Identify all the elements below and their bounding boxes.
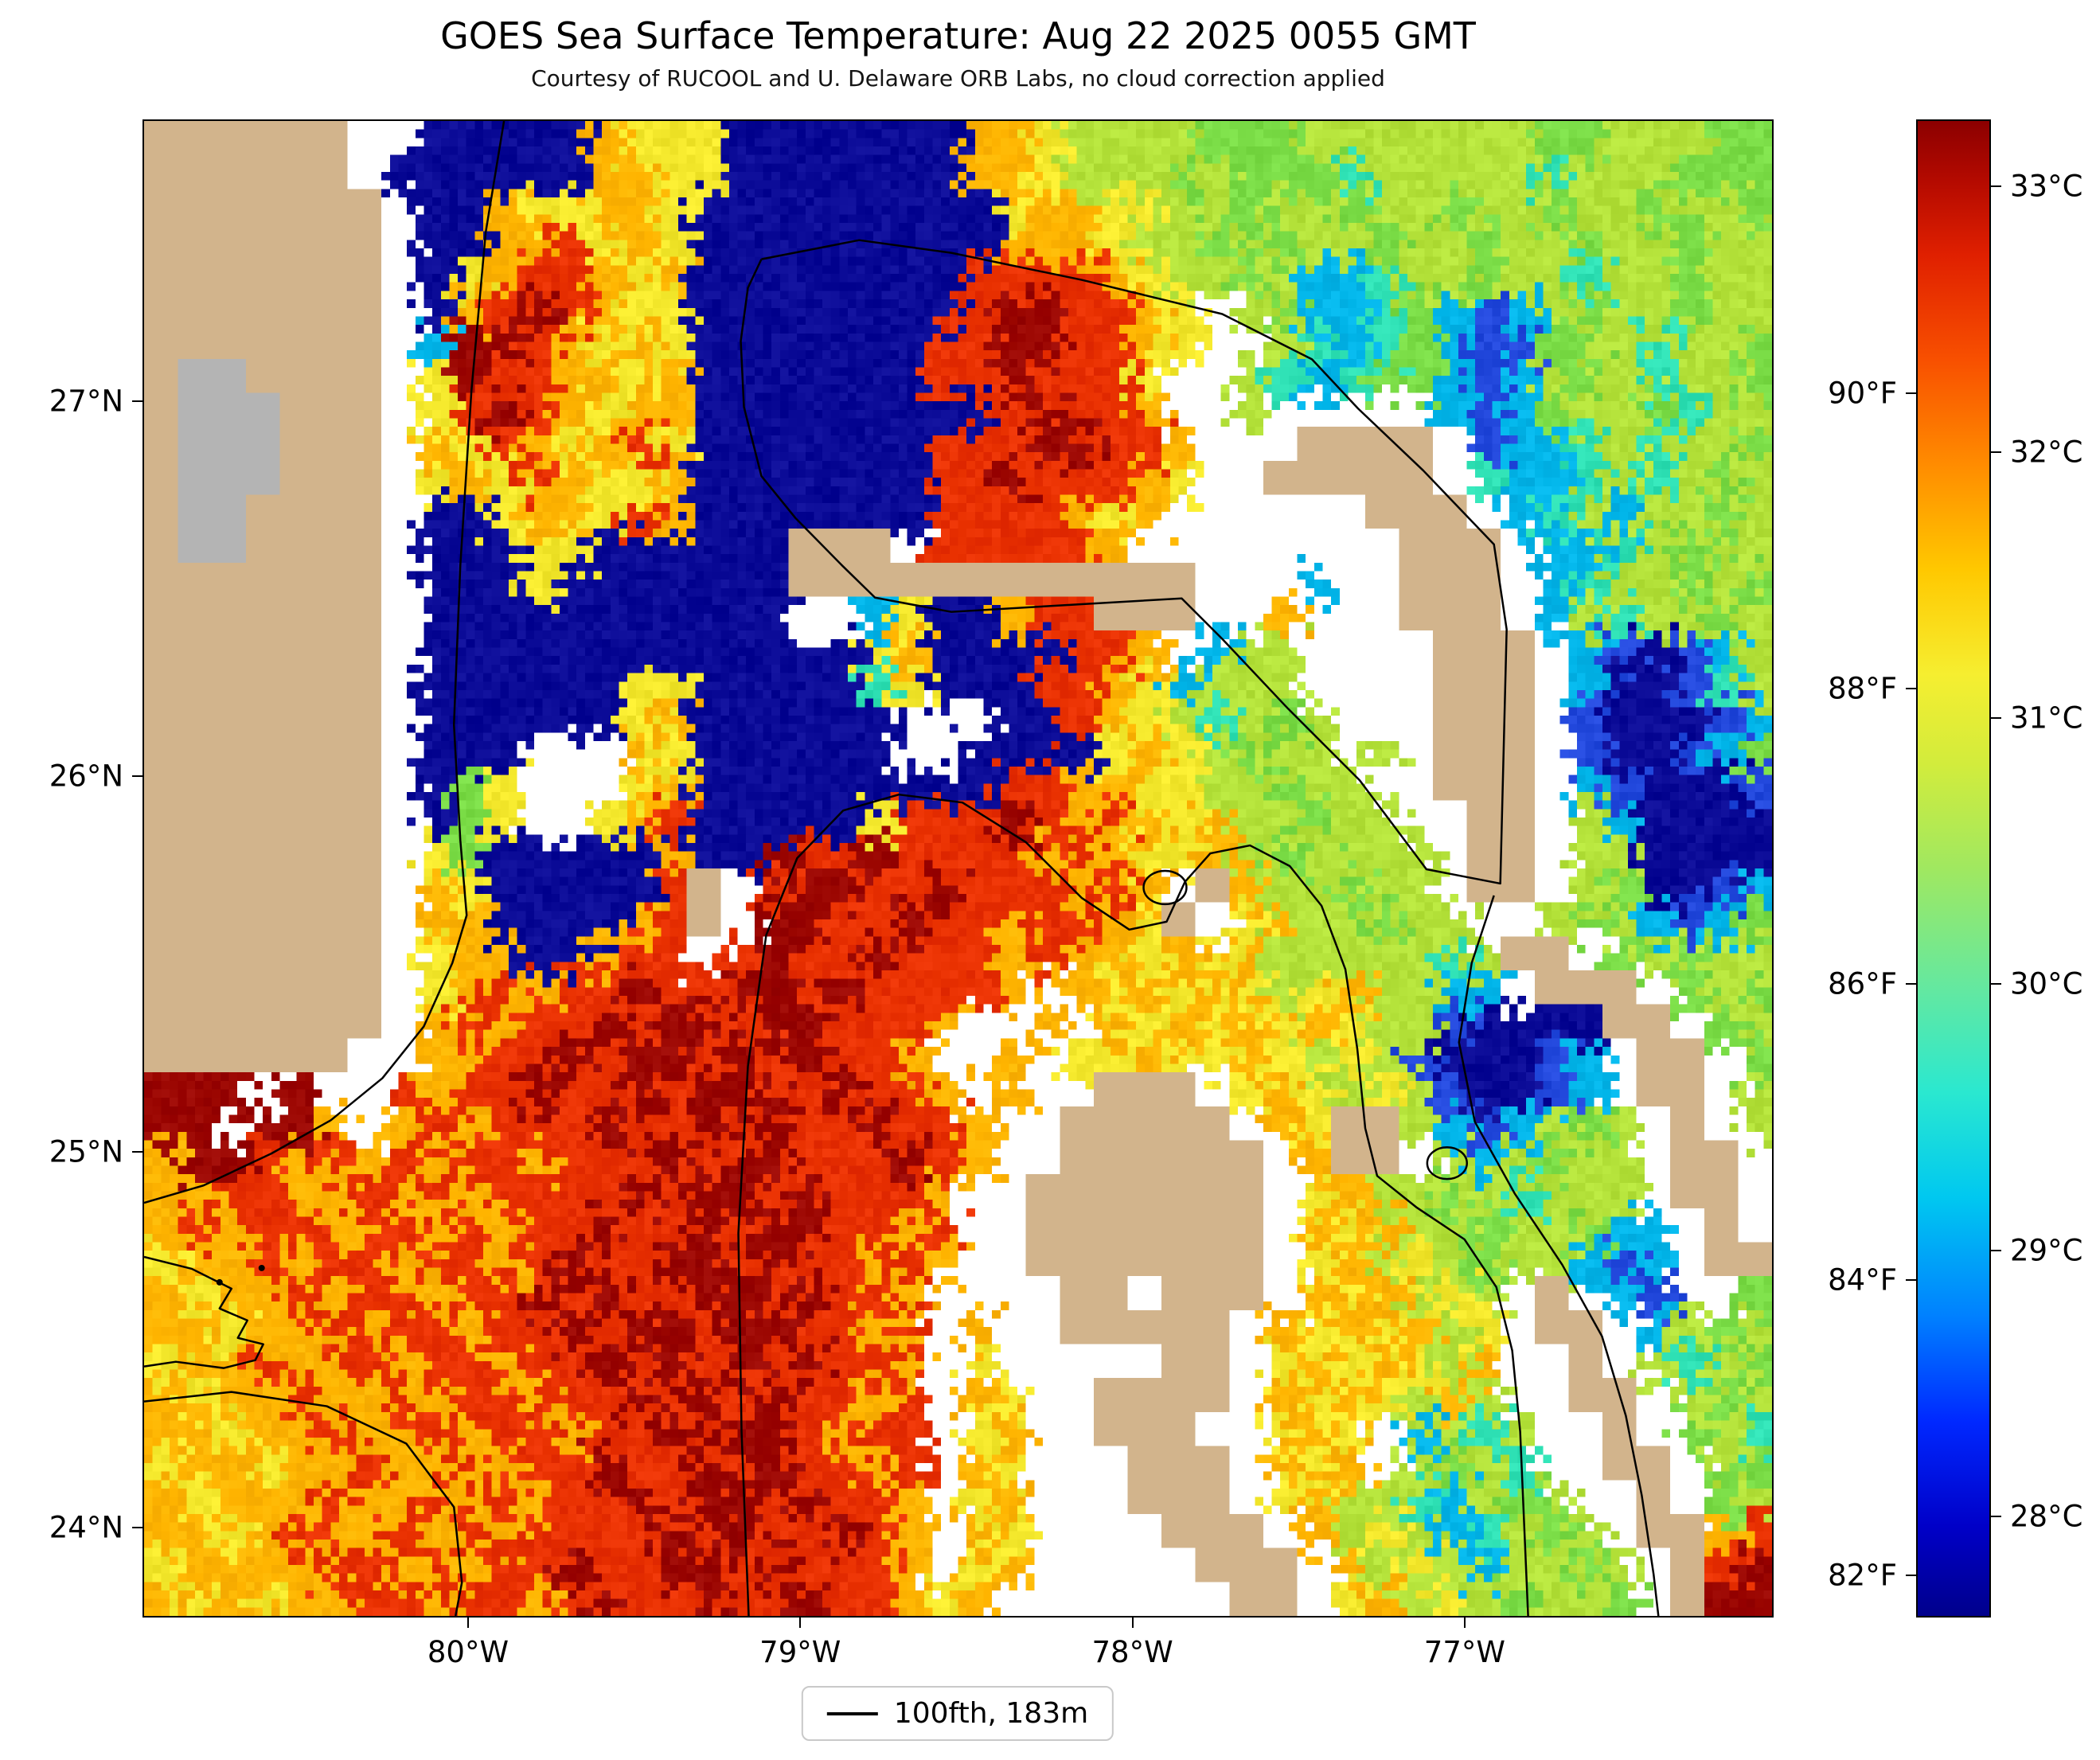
legend-label: 100fth, 183m <box>893 1697 1089 1730</box>
figure-subtitle: Courtesy of RUCOOL and U. Delaware ORB L… <box>531 65 1385 92</box>
colorbar-label-celsius: 32°C <box>2010 435 2083 470</box>
colorbar-tick-celsius <box>1991 717 2001 720</box>
isobath-contour <box>1458 895 1660 1616</box>
colorbar-tick-fahrenheit <box>1906 1278 1916 1281</box>
x-axis-tick <box>1463 1618 1466 1628</box>
isobath-contour <box>737 793 1529 1616</box>
colorbar-label-celsius: 33°C <box>2010 169 2083 204</box>
x-axis-tick <box>799 1618 802 1628</box>
y-axis-tick <box>132 1526 142 1528</box>
colorbar-label-fahrenheit: 86°F <box>1828 966 1897 1001</box>
colorbar-tick-fahrenheit <box>1906 392 1916 394</box>
isobath-contour <box>144 1391 463 1616</box>
islet-dot <box>216 1278 223 1286</box>
isobath-contour-loop <box>1142 869 1188 906</box>
isobath-contour <box>144 121 505 1204</box>
y-tick-label: 26°N <box>49 759 123 794</box>
colorbar-label-celsius: 29°C <box>2010 1233 2083 1268</box>
colorbar-tick-fahrenheit <box>1906 687 1916 689</box>
isobath-contour-loop <box>1426 1146 1468 1180</box>
colorbar-label-celsius: 28°C <box>2010 1499 2083 1534</box>
map-plot-area <box>142 119 1774 1618</box>
colorbar-label-fahrenheit: 82°F <box>1828 1558 1897 1593</box>
isobath-contour <box>144 1255 264 1369</box>
colorbar-tick-fahrenheit <box>1906 983 1916 985</box>
islet-dot <box>258 1264 265 1271</box>
isobath-contour-overlay <box>144 121 1660 1616</box>
y-axis-tick <box>132 1151 142 1153</box>
y-axis-tick <box>132 400 142 402</box>
x-axis-tick <box>466 1618 469 1628</box>
colorbar-label-celsius: 30°C <box>2010 966 2083 1001</box>
colorbar-gradient <box>1918 121 1989 1616</box>
colorbar-tick-celsius <box>1991 1249 2001 1251</box>
colorbar-label-fahrenheit: 90°F <box>1828 376 1897 411</box>
colorbar-tick-fahrenheit <box>1906 1575 1916 1577</box>
colorbar-label-celsius: 31°C <box>2010 700 2083 736</box>
legend-box: 100fth, 183m <box>801 1686 1114 1741</box>
x-tick-label: 78°W <box>1091 1635 1173 1669</box>
x-tick-label: 77°W <box>1423 1635 1505 1669</box>
colorbar <box>1916 119 1991 1618</box>
colorbar-tick-celsius <box>1991 983 2001 985</box>
x-tick-label: 80°W <box>427 1635 509 1669</box>
colorbar-tick-celsius <box>1991 451 2001 453</box>
x-axis-tick <box>1131 1618 1134 1628</box>
x-tick-label: 79°W <box>759 1635 841 1669</box>
isobath-contour <box>740 239 1508 885</box>
colorbar-label-fahrenheit: 84°F <box>1828 1262 1897 1298</box>
y-axis-tick <box>132 775 142 778</box>
y-tick-label: 24°N <box>49 1510 123 1545</box>
contour-line-sample <box>826 1711 878 1715</box>
colorbar-tick-celsius <box>1991 185 2001 187</box>
colorbar-label-fahrenheit: 88°F <box>1828 671 1897 706</box>
figure-title: GOES Sea Surface Temperature: Aug 22 202… <box>440 14 1476 57</box>
y-tick-label: 27°N <box>49 384 123 419</box>
colorbar-tick-celsius <box>1991 1515 2001 1517</box>
y-tick-label: 25°N <box>49 1134 123 1169</box>
